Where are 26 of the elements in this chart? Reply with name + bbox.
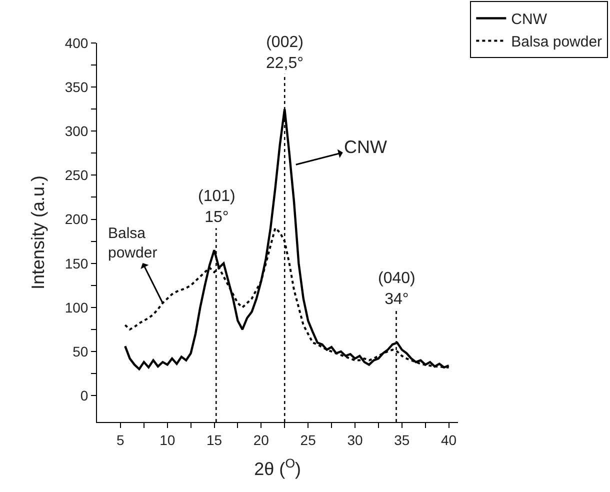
y-axis-title: Intensity (a.u.)	[28, 175, 48, 290]
x-tick-label: 5	[116, 432, 125, 448]
annotation: Balsa powder	[108, 225, 158, 262]
annotation: (040) 34°	[378, 270, 416, 308]
x-tick-label: 15	[206, 432, 222, 448]
x-tick-label: 40	[441, 432, 457, 448]
y-tick-label: 200	[64, 211, 88, 228]
annotation: (101) 15°	[198, 188, 236, 226]
x-axis-title: 2θ ($^{O}$)	[254, 456, 301, 479]
x-tick-label: 25	[300, 432, 316, 448]
y-tick-label: 250	[64, 167, 88, 184]
legend-label: CNW	[511, 11, 548, 28]
y-tick-label: 50	[72, 343, 88, 360]
annotation: (002) 22,5°	[266, 34, 304, 72]
y-tick-label: 0	[80, 387, 88, 404]
y-tick-label: 350	[64, 78, 88, 95]
y-tick-label: 400	[64, 34, 88, 51]
x-tick-label: 30	[347, 432, 363, 448]
y-tick-label: 150	[64, 255, 88, 272]
x-tick-label: 35	[394, 432, 410, 448]
x-tick-label: 10	[160, 432, 176, 448]
x-tick-label: 20	[253, 432, 270, 448]
annotation: CNW	[344, 137, 387, 157]
y-tick-label: 100	[64, 299, 88, 316]
legend-label: Balsa powder	[511, 34, 602, 51]
y-tick-label: 300	[64, 123, 88, 140]
